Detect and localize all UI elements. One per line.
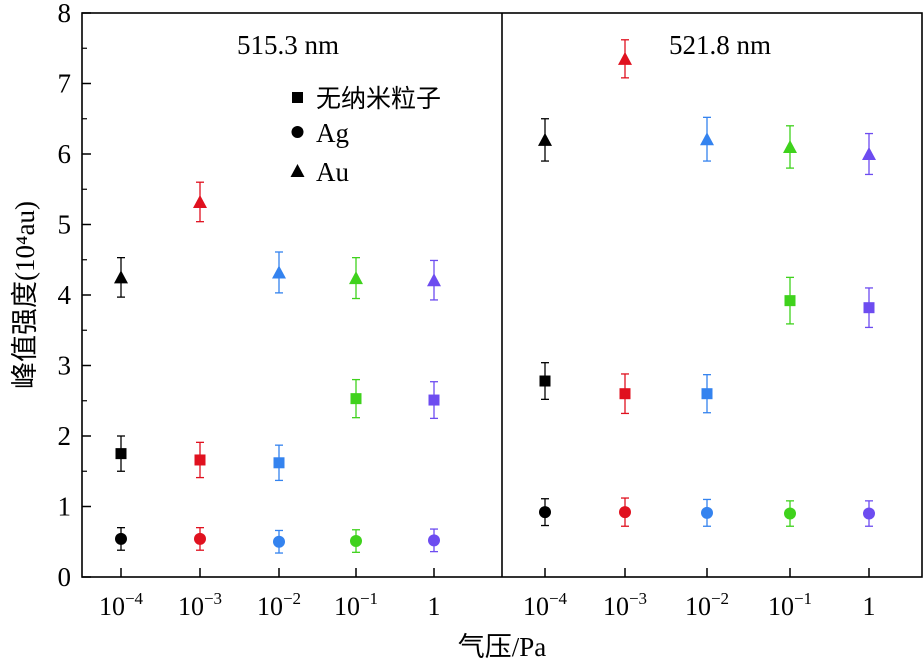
x-tick-base: 10 [685,592,711,621]
data-point-circle [619,506,631,519]
x-axis-title: 气压/Pa [458,632,547,662]
data-point-triangle [700,132,714,146]
data-point-triangle [783,139,797,153]
x-tick-exponent: −2 [711,589,729,608]
legend-label-no-nanoparticle: 无纳米粒子 [316,85,441,113]
x-tick-base: 10 [99,592,125,621]
x-tick-label: 10−4 [523,589,568,621]
data-point-circle [273,535,285,548]
legend-triangle-marker [290,164,305,177]
data-point-triangle [272,265,286,279]
y-axis-title-text: 峰值强度(10⁴au) [10,201,40,389]
legend-label-au: Au [316,157,349,187]
y-tick-label: 7 [58,69,72,99]
x-tick-exponent: −1 [794,589,812,608]
y-tick-label: 2 [58,421,72,451]
x-tick-exponent: −3 [204,589,222,608]
data-point-circle [115,532,127,545]
legend-label-ag: Ag [316,118,349,148]
y-tick-label: 0 [58,562,72,592]
y-tick-label: 1 [58,492,72,522]
data-point-triangle [427,273,441,287]
x-tick-exponent: −4 [549,589,568,608]
data-point-circle [701,506,713,519]
x-tick-label: 10−2 [257,589,301,621]
x-tick-base: 1 [863,592,876,621]
x-tick-base: 10 [178,592,204,621]
data-point-triangle [114,270,128,284]
data-point-circle [194,532,206,545]
data-point-circle [784,507,796,520]
data-point-triangle [349,271,363,285]
x-tick-label: 10−3 [603,589,647,621]
x-tick-base: 10 [523,592,549,621]
data-point-square [273,457,285,469]
x-tick-base: 10 [603,592,629,621]
x-tick-exponent: −4 [125,589,144,608]
y-tick-label: 8 [58,0,72,28]
data-point-circle [539,506,551,519]
legend: 无纳米粒子 Ag Au [290,85,441,187]
x-tick-label: 10−1 [334,589,378,621]
x-tick-label: 1 [428,592,441,621]
data-point-square [350,393,362,405]
legend-circle-marker [291,126,304,138]
data-point-triangle [618,51,632,65]
data-point-triangle [193,194,207,208]
x-tick-label: 10−4 [99,589,144,621]
y-tick-label: 4 [58,280,72,310]
x-tick-exponent: −3 [629,589,647,608]
data-point-square [115,448,127,460]
x-tick-label: 10−3 [178,589,222,621]
data-point-square [428,394,440,406]
x-tick-base: 10 [334,592,360,621]
x-tick-exponent: −1 [360,589,378,608]
data-point-square [539,375,551,387]
y-tick-label: 6 [58,139,72,169]
data-point-triangle [538,132,552,146]
data-point-square [701,388,713,400]
x-tick-base: 10 [768,592,794,621]
data-point-circle [350,535,362,548]
y-axis-title: 峰值强度(10⁴au) [10,201,40,389]
data-point-square [863,302,875,314]
x-tick-label: 1 [863,592,876,621]
data-point-circle [863,507,875,520]
y-tick-label: 3 [58,351,72,381]
x-tick-label: 10−1 [768,589,812,621]
panel-title-right: 521.8 nm [669,30,771,60]
data-point-square [194,454,206,466]
x-tick-exponent: −2 [283,589,301,608]
data-point-circle [428,534,440,547]
x-tick-base: 1 [428,592,441,621]
data-point-square [619,388,631,400]
x-tick-base: 10 [257,592,283,621]
panel-title-left: 515.3 nm [237,30,339,60]
legend-square-marker [292,92,303,103]
marks-layer [114,39,876,554]
data-point-triangle [862,147,876,160]
data-point-square [784,295,796,307]
y-tick-label: 5 [58,210,72,240]
x-tick-label: 10−2 [685,589,729,621]
